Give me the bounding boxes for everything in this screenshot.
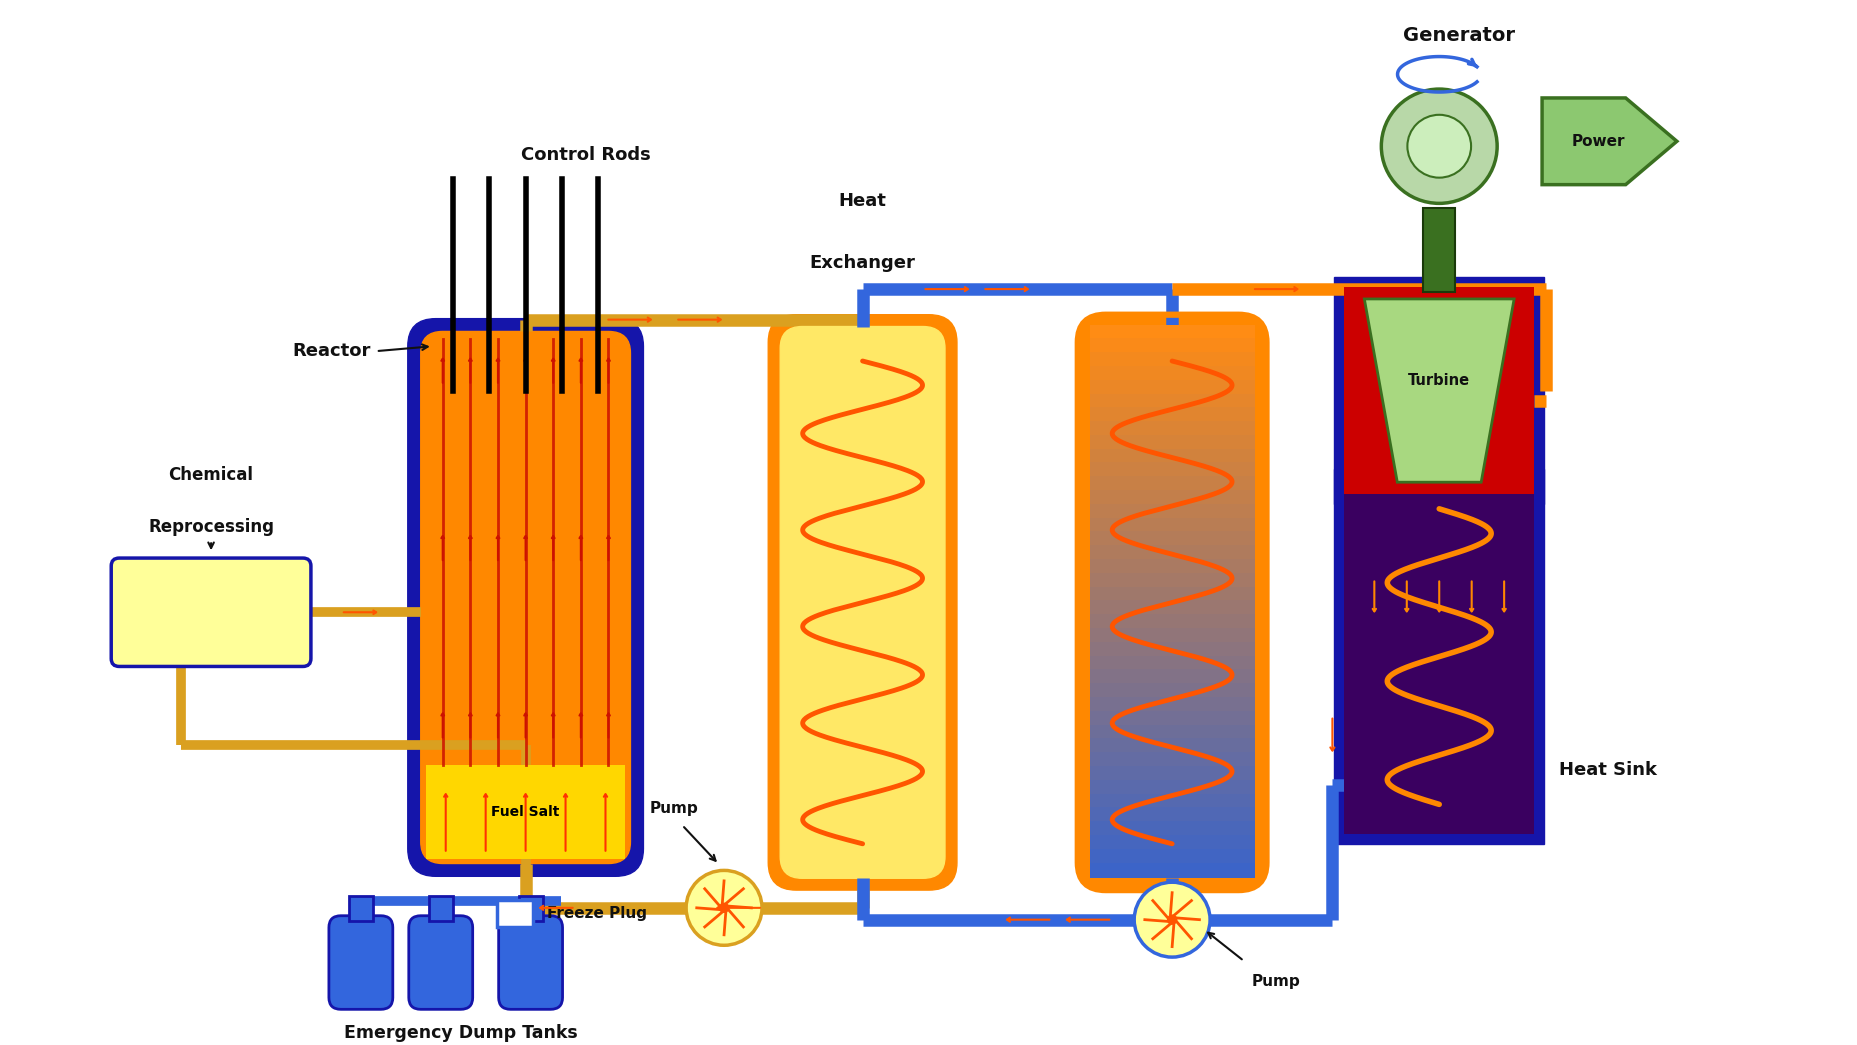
FancyBboxPatch shape [1077, 315, 1266, 890]
Bar [1090, 325, 1253, 341]
Bar [1090, 366, 1253, 381]
Bar [1090, 808, 1253, 823]
Text: Reactor: Reactor [292, 342, 371, 361]
Circle shape [1133, 882, 1209, 957]
Circle shape [1380, 89, 1497, 204]
Text: Fuel Salt: Fuel Salt [490, 806, 559, 819]
Bar [1090, 739, 1253, 754]
Circle shape [685, 870, 761, 946]
Bar [1090, 379, 1253, 395]
Bar [1090, 601, 1253, 617]
FancyBboxPatch shape [420, 331, 630, 863]
Bar [1090, 655, 1253, 671]
Bar [1090, 711, 1253, 726]
Circle shape [1406, 115, 1471, 178]
Bar [1090, 435, 1253, 450]
Bar [1090, 862, 1253, 878]
Bar [1090, 339, 1253, 354]
Bar [1090, 835, 1253, 851]
Bar [1333, 277, 1543, 504]
Bar [1090, 573, 1253, 588]
Bar [1422, 208, 1454, 292]
Text: Heat: Heat [838, 192, 886, 210]
Polygon shape [1541, 98, 1677, 185]
Bar [1090, 821, 1253, 837]
Bar [1090, 545, 1253, 561]
Bar [1090, 642, 1253, 657]
Bar [1090, 517, 1253, 533]
Bar [1090, 793, 1253, 809]
Bar [1090, 421, 1253, 437]
Bar [1090, 463, 1253, 479]
Text: Power: Power [1571, 134, 1625, 148]
Bar [349, 896, 373, 921]
Bar [1090, 490, 1253, 506]
Bar [1090, 780, 1253, 795]
Bar [1090, 724, 1253, 740]
FancyBboxPatch shape [498, 915, 563, 1009]
FancyBboxPatch shape [407, 319, 643, 877]
FancyBboxPatch shape [780, 326, 945, 878]
Text: Generator: Generator [1402, 26, 1515, 45]
Bar [1090, 352, 1253, 368]
FancyBboxPatch shape [329, 915, 392, 1009]
Text: Heat Sink: Heat Sink [1558, 761, 1656, 780]
Bar [1090, 628, 1253, 644]
Bar [1090, 670, 1253, 686]
Bar [1090, 448, 1253, 464]
Bar [1090, 849, 1253, 864]
Text: Control Rods: Control Rods [520, 146, 650, 164]
Bar [1090, 532, 1253, 548]
Bar [518, 896, 542, 921]
Bar [1090, 408, 1253, 423]
Text: Exchanger: Exchanger [810, 254, 916, 273]
Bar [1344, 287, 1534, 494]
FancyBboxPatch shape [111, 558, 310, 667]
Bar [1090, 766, 1253, 782]
Bar [1090, 504, 1253, 519]
Bar [1090, 559, 1253, 575]
Bar [1090, 614, 1253, 630]
Bar [498, 900, 533, 927]
FancyBboxPatch shape [409, 915, 472, 1009]
Text: Turbine: Turbine [1408, 373, 1469, 389]
Text: Chemical: Chemical [169, 466, 253, 484]
Text: Pump: Pump [650, 802, 698, 816]
Bar [1333, 469, 1543, 843]
Bar [1090, 477, 1253, 492]
Text: Emergency Dump Tanks: Emergency Dump Tanks [344, 1024, 578, 1042]
Bar [425, 765, 626, 859]
FancyBboxPatch shape [767, 315, 956, 890]
Bar [1090, 586, 1253, 602]
Bar [1090, 394, 1253, 410]
Text: Reprocessing: Reprocessing [149, 518, 275, 536]
Bar [1090, 752, 1253, 768]
Bar [1344, 480, 1534, 834]
Bar [1090, 683, 1253, 699]
Text: Pump: Pump [1252, 974, 1300, 989]
Text: Freeze Plug: Freeze Plug [546, 906, 646, 921]
Circle shape [1166, 915, 1175, 924]
Bar [429, 896, 453, 921]
Bar [1090, 697, 1253, 713]
Polygon shape [1363, 299, 1513, 482]
Circle shape [719, 903, 728, 912]
